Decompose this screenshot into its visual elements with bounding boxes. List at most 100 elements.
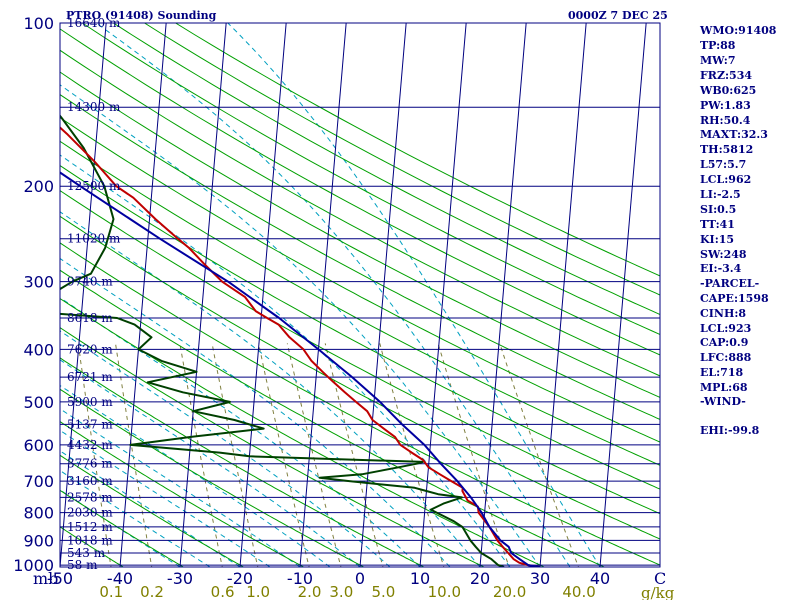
- mixing-ratio-label: 3.0: [329, 583, 353, 600]
- index-line: LFC:888: [700, 351, 752, 364]
- dry-adiabat: [60, 94, 660, 420]
- isotherm: [539, 23, 587, 567]
- mixing-ratio-unit-label: g/kg: [641, 584, 675, 600]
- parcel-trace: [60, 171, 541, 567]
- index-line: -WIND-: [700, 395, 746, 408]
- index-line: WMO:91408: [699, 24, 777, 37]
- temperature-tick-labels: -50 -40 -30 -20 -10 0 10 20 30 40: [47, 569, 610, 588]
- height-label: 6721 m: [67, 370, 113, 384]
- isotherm: [60, 23, 107, 567]
- pressure-tick-label: 100: [23, 14, 54, 33]
- mixing-ratio-label: 1.0: [246, 583, 270, 600]
- pressure-tick-label: 1000: [13, 556, 54, 575]
- dry-adiabat: [60, 117, 660, 443]
- plot-frame: [59, 22, 661, 568]
- height-label: 58 m: [67, 558, 98, 572]
- temperature-tick-label: -20: [227, 569, 253, 588]
- height-label: 543 m: [67, 546, 106, 560]
- mixing-ratio-label: 2.0: [298, 583, 322, 600]
- temperature-tick-label: -40: [107, 569, 133, 588]
- dry-adiabat: [60, 420, 305, 567]
- dry-adiabat: [112, 23, 660, 316]
- pressure-tick-label: 600: [23, 436, 54, 455]
- dry-adiabat: [60, 140, 660, 466]
- mixing-ratio-label: 20.0: [493, 583, 526, 600]
- dry-adiabat: [60, 327, 486, 567]
- index-line: LI:-2.5: [700, 188, 741, 201]
- pressure-tick-label: 900: [23, 531, 54, 550]
- temperature-tick-label: 0: [355, 569, 365, 588]
- index-line: CINH:8: [700, 307, 746, 320]
- moist-adiabat: [60, 384, 331, 567]
- pressure-tick-labels: 100 200 300 400 500 600 700 800 900 1000: [13, 14, 54, 575]
- index-line: TH:5812: [700, 143, 753, 156]
- mixing-ratio-line: [115, 343, 153, 567]
- height-label: 7620 m: [67, 342, 113, 356]
- isotherm: [179, 23, 227, 567]
- pressure-tick-label: 700: [23, 472, 54, 491]
- dry-adiabat: [60, 526, 125, 567]
- height-label: 11020 m: [67, 232, 121, 246]
- isotherm: [479, 23, 527, 567]
- isotherm: [359, 23, 407, 567]
- dry-adiabat: [60, 215, 660, 540]
- mixing-ratio-label: 40.0: [562, 583, 595, 600]
- pressure-tick-label: 200: [23, 177, 54, 196]
- height-label: 2030 m: [67, 506, 113, 520]
- moist-adiabat: [60, 359, 361, 567]
- dry-adiabat: [60, 269, 606, 567]
- index-line: TT:41: [700, 218, 735, 231]
- index-line: EL:718: [700, 366, 743, 379]
- pressure-tick-label: 400: [23, 340, 54, 359]
- mixing-ratio-label: 0.1: [99, 583, 123, 600]
- height-label: 3776 m: [67, 457, 113, 471]
- dry-adiabat: [60, 242, 660, 566]
- height-label: 12500 m: [67, 179, 121, 193]
- index-line: RH:50.4: [700, 114, 751, 127]
- mixing-ratio-label: 0.6: [211, 583, 235, 600]
- isotherm: [599, 23, 647, 567]
- temperature-tick-label: -30: [167, 569, 193, 588]
- height-label: 14300 m: [67, 100, 121, 114]
- temperature-tick-label: -10: [287, 569, 313, 588]
- dry-adiabat: [60, 164, 660, 490]
- moist-adiabat: [227, 23, 601, 567]
- temperature-tick-label: 40: [590, 569, 610, 588]
- dewpoint-trace: [60, 114, 505, 567]
- height-label: 4432 m: [67, 438, 113, 452]
- temperature-tick-label: 30: [530, 569, 550, 588]
- index-line: EHI:-99.8: [700, 424, 760, 437]
- mixing-ratio-labels: 0.1 0.2 0.6 1.0 2.0 3.0 5.0 10.0 20.0 40.0: [99, 583, 595, 600]
- moist-adiabat: [95, 23, 571, 567]
- index-line: CAPE:1598: [700, 292, 769, 305]
- height-label: 1512 m: [67, 520, 113, 534]
- temperature-unit-label: C: [654, 569, 666, 588]
- pressure-unit-label: mb: [33, 569, 58, 588]
- index-line: EI:-3.4: [700, 262, 742, 275]
- temperature-tick-label: 10: [410, 569, 430, 588]
- mixing-ratio-line: [211, 343, 259, 567]
- index-line: SW:248: [700, 248, 747, 261]
- index-line: MPL:68: [700, 381, 748, 394]
- index-line: LCL:923: [700, 322, 751, 335]
- pressure-tick-label: 300: [23, 273, 54, 292]
- mixing-ratio-label: 10.0: [428, 583, 461, 600]
- chart-grid: [60, 23, 660, 567]
- index-line: -PARCEL-: [700, 277, 759, 290]
- height-labels: 16640 m 14300 m 12500 m 11020 m 9740 m 8618 m…: [67, 16, 121, 572]
- temperature-tick-label: 20: [470, 569, 490, 588]
- height-label: 3160 m: [67, 474, 113, 488]
- isotherm: [419, 23, 467, 567]
- index-line: MW:7: [700, 54, 736, 67]
- height-label: 9740 m: [67, 275, 113, 289]
- dry-adiabat: [60, 454, 245, 567]
- chart-traces: [60, 114, 541, 567]
- moist-adiabat: [60, 211, 481, 567]
- chart-datetime: 0000Z 7 DEC 25: [568, 9, 668, 22]
- dry-adiabat: [81, 23, 660, 336]
- index-line: FRZ:534: [700, 69, 752, 82]
- index-line: SI:0.5: [700, 203, 736, 216]
- height-label: 8618 m: [67, 311, 113, 325]
- isotherm: [299, 23, 347, 567]
